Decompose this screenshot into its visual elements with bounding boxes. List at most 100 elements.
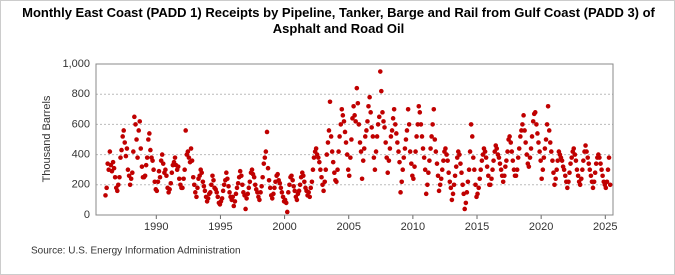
data-point [587,167,593,172]
data-point [522,128,527,133]
data-point [164,173,169,179]
data-point [515,155,521,160]
data-point [380,110,385,115]
data-point [428,146,433,151]
data-point [291,184,296,189]
data-point [457,152,462,157]
data-point [470,155,476,160]
data-point [356,122,362,127]
data-point [463,200,469,206]
data-point [189,158,195,163]
data-point [337,134,342,139]
data-point [478,167,484,172]
data-point [278,185,284,191]
data-point [422,167,428,172]
data-point [309,179,315,185]
data-point [524,152,530,157]
data-point [336,149,341,154]
data-point [343,140,349,145]
y-tick-label: 200 [72,179,90,191]
data-point [136,128,142,133]
data-point [489,176,494,182]
data-point [302,179,307,185]
data-point [181,176,186,182]
data-point [400,167,406,172]
data-point [421,155,427,160]
data-point [246,185,252,191]
data-point [534,122,539,127]
data-point [516,146,522,151]
data-point [367,94,372,100]
data-point [598,161,603,166]
data-point [459,170,464,176]
data-point [523,140,528,145]
data-point [191,182,197,188]
data-point [437,182,443,188]
data-point [159,152,165,157]
data-point [327,99,333,105]
data-point [435,173,441,179]
data-point [275,171,280,177]
data-point [547,140,553,145]
data-point [550,158,555,163]
data-point [592,170,598,176]
data-point [399,179,405,185]
data-point [142,173,148,179]
data-point [352,113,357,118]
data-point [536,140,541,145]
data-point [359,176,365,182]
data-point [364,128,369,133]
data-point [430,122,435,127]
data-point [146,137,151,142]
data-point [484,164,490,169]
data-point [232,199,238,204]
data-point [462,206,467,212]
data-point [240,182,245,188]
data-point [310,167,316,172]
data-point [562,173,568,179]
data-point [543,137,549,142]
data-point [209,182,214,188]
data-point [188,146,194,151]
data-point [445,158,450,163]
data-point [156,168,162,174]
data-point [120,134,125,139]
data-point [133,122,138,127]
data-point [607,182,613,188]
data-point [226,184,231,189]
data-point [251,174,257,180]
data-point [497,161,503,166]
data-point [391,107,397,112]
data-point [360,158,366,163]
data-point [361,146,367,151]
data-point [306,190,312,195]
data-point [403,137,409,142]
data-point [593,161,599,166]
data-point [324,152,330,157]
data-point [513,173,519,179]
data-point [503,164,508,169]
data-point [488,182,493,188]
data-point [121,128,127,133]
data-point [373,149,379,154]
data-point [434,161,440,166]
data-point [508,140,514,145]
data-point [502,173,507,179]
data-point [245,191,251,197]
data-point [519,128,524,133]
data-point [527,155,533,160]
data-point [239,173,244,179]
data-point [383,140,388,145]
data-point [579,176,584,182]
data-point [439,167,445,172]
data-point [107,149,113,154]
data-point [272,185,277,191]
data-point [210,173,215,179]
x-tick-label: 1990 [144,221,168,233]
data-point [469,134,475,139]
data-point [436,188,442,194]
data-point [554,167,559,172]
data-point [432,137,438,142]
data-point [289,173,294,179]
data-point [419,134,425,139]
